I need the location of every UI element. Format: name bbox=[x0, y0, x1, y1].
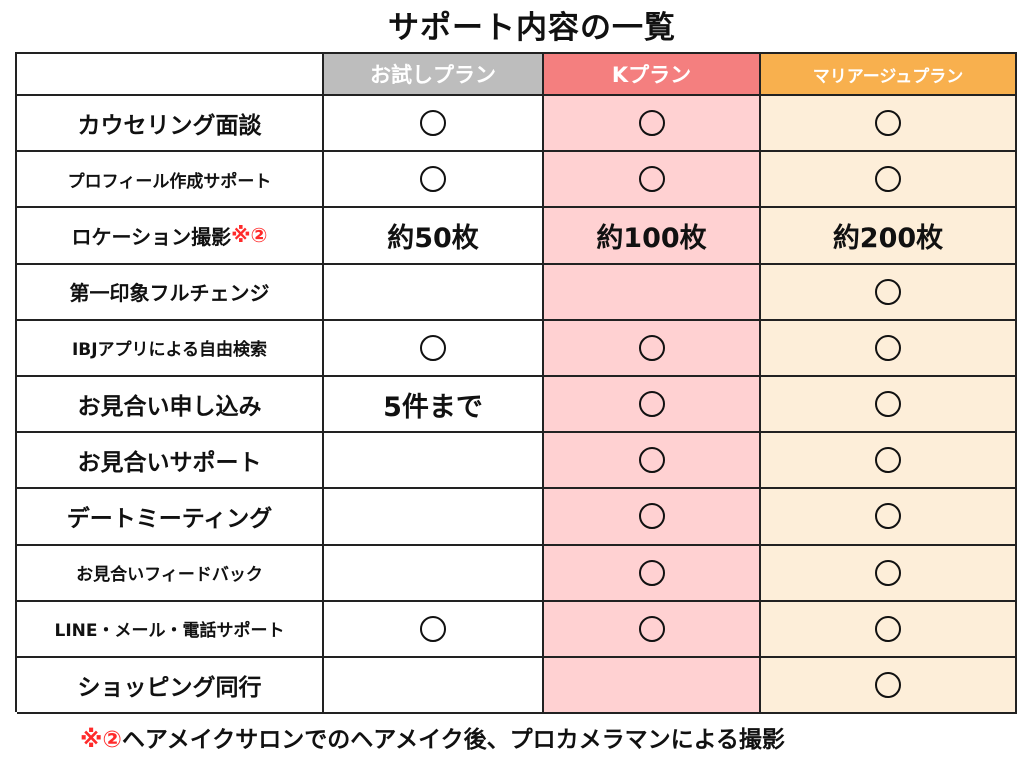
row-label-text: カウセリング面談 bbox=[77, 113, 262, 140]
circle-mark-icon bbox=[420, 615, 446, 642]
cell-trial bbox=[324, 152, 544, 209]
cell-k bbox=[544, 545, 761, 602]
row-label: お見合い申し込み bbox=[17, 376, 324, 434]
cell-k bbox=[544, 489, 761, 546]
circle-mark-icon bbox=[875, 110, 901, 137]
cell-k bbox=[544, 601, 761, 658]
row-label: LINE・メール・電話サポート bbox=[17, 601, 324, 658]
cell-value: 約50枚 bbox=[387, 222, 479, 254]
cell-k bbox=[544, 152, 761, 209]
row-label: ショッピング同行 bbox=[17, 657, 324, 715]
circle-mark-icon bbox=[638, 166, 665, 193]
cell-mariage bbox=[761, 152, 1017, 209]
footnote: ※②ヘアメイクサロンでのヘアメイク後、プロカメラマンによる撮影 bbox=[80, 722, 785, 758]
cell-trial bbox=[324, 545, 544, 602]
header-mariage-plan: マリアージュプラン bbox=[761, 54, 1017, 96]
cell-value: 5件まで bbox=[383, 391, 483, 423]
circle-mark-icon bbox=[638, 615, 665, 642]
cell-trial bbox=[324, 96, 544, 153]
row-label: お見合いフィードバック bbox=[17, 545, 324, 602]
row-label-text: LINE・メール・電話サポート bbox=[54, 621, 285, 642]
cell-trial bbox=[324, 489, 544, 546]
circle-mark-icon bbox=[638, 447, 665, 474]
row-label: ロケーション撮影 ※② bbox=[17, 208, 324, 265]
row-label-text: お見合いフィードバック bbox=[76, 565, 263, 586]
circle-mark-icon bbox=[875, 671, 901, 698]
circle-mark-icon bbox=[875, 166, 901, 193]
cell-mariage bbox=[761, 433, 1017, 490]
cell-k bbox=[544, 264, 761, 321]
cell-trial bbox=[324, 433, 544, 490]
cell-k bbox=[544, 376, 761, 434]
row-label-text: ロケーション撮影 bbox=[71, 224, 232, 249]
circle-mark-icon bbox=[875, 615, 901, 642]
cell-trial bbox=[324, 264, 544, 321]
circle-mark-icon bbox=[875, 278, 901, 305]
header-blank bbox=[17, 54, 324, 96]
circle-mark-icon bbox=[875, 559, 901, 586]
cell-k bbox=[544, 433, 761, 490]
page-title: サポート内容の一覧 bbox=[388, 10, 676, 46]
cell-k bbox=[544, 320, 761, 377]
cell-mariage bbox=[761, 489, 1017, 546]
circle-mark-icon bbox=[875, 334, 901, 361]
row-label-text: ショッピング同行 bbox=[77, 674, 262, 701]
row-label-text: 第一印象フルチェンジ bbox=[69, 281, 270, 306]
row-label: プロフィール作成サポート bbox=[17, 152, 324, 209]
cell-trial bbox=[324, 657, 544, 715]
circle-mark-icon bbox=[638, 334, 665, 361]
cell-trial: 約50枚 bbox=[324, 208, 544, 265]
cell-mariage bbox=[761, 96, 1017, 153]
row-label-mark: ※② bbox=[231, 223, 268, 248]
circle-mark-icon bbox=[420, 334, 446, 361]
circle-mark-icon bbox=[875, 503, 901, 530]
cell-trial bbox=[324, 320, 544, 377]
cell-trial bbox=[324, 601, 544, 658]
cell-k: 約100枚 bbox=[544, 208, 761, 265]
circle-mark-icon bbox=[420, 110, 446, 137]
circle-mark-icon bbox=[875, 447, 901, 474]
footnote-mark: ※② bbox=[80, 727, 122, 753]
cell-value: 約100枚 bbox=[596, 222, 707, 254]
cell-mariage bbox=[761, 320, 1017, 377]
cell-mariage bbox=[761, 657, 1017, 715]
row-label-text: デートミーティング bbox=[66, 506, 273, 533]
row-label: デートミーティング bbox=[17, 489, 324, 546]
cell-k bbox=[544, 96, 761, 153]
cell-mariage: 約200枚 bbox=[761, 208, 1017, 265]
cell-trial: 5件まで bbox=[324, 376, 544, 434]
circle-mark-icon bbox=[638, 110, 665, 137]
row-label-text: IBJアプリによる自由検索 bbox=[71, 340, 268, 361]
row-label: 第一印象フルチェンジ bbox=[17, 264, 324, 321]
circle-mark-icon bbox=[638, 559, 665, 586]
circle-mark-icon bbox=[420, 166, 446, 193]
row-label-text: プロフィール作成サポート bbox=[67, 171, 272, 192]
cell-value: 約200枚 bbox=[832, 222, 944, 254]
cell-mariage bbox=[761, 601, 1017, 658]
cell-k bbox=[544, 657, 761, 715]
support-table: お試しプラン Kプラン マリアージュプラン カウセリング面談プロフィール作成サポ… bbox=[15, 52, 1017, 715]
cell-mariage bbox=[761, 264, 1017, 321]
circle-mark-icon bbox=[638, 391, 665, 418]
row-label: カウセリング面談 bbox=[17, 96, 324, 153]
header-k-plan: Kプラン bbox=[544, 54, 761, 96]
row-label-text: お見合い申し込み bbox=[77, 394, 262, 421]
row-label: お見合いサポート bbox=[17, 433, 324, 490]
row-label: IBJアプリによる自由検索 bbox=[17, 320, 324, 377]
circle-mark-icon bbox=[875, 391, 901, 418]
row-label-text: お見合いサポート bbox=[77, 450, 262, 477]
circle-mark-icon bbox=[638, 503, 665, 530]
header-trial-plan: お試しプラン bbox=[324, 54, 544, 96]
cell-mariage bbox=[761, 545, 1017, 602]
footnote-text: ヘアメイクサロンでのヘアメイク後、プロカメラマンによる撮影 bbox=[121, 727, 785, 753]
cell-mariage bbox=[761, 376, 1017, 434]
